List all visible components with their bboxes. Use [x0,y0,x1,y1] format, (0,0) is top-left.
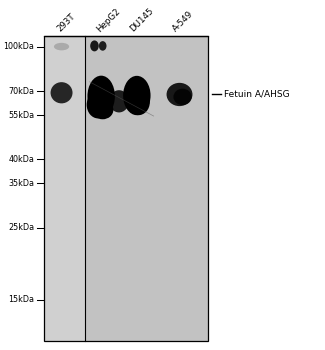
Ellipse shape [87,76,115,117]
Text: 35kDa: 35kDa [8,179,34,188]
Text: 55kDa: 55kDa [8,111,34,119]
Ellipse shape [54,43,69,50]
Ellipse shape [123,76,150,115]
Bar [44,36,208,341]
Ellipse shape [127,90,150,115]
Text: 70kDa: 70kDa [8,86,34,96]
Text: DU145: DU145 [128,6,156,34]
Ellipse shape [174,89,192,105]
Text: Fetuin A/AHSG: Fetuin A/AHSG [224,90,289,99]
Ellipse shape [90,41,99,51]
Bar [85,36,208,341]
Ellipse shape [99,41,107,51]
Ellipse shape [51,82,72,103]
Bar [44,36,85,341]
Text: 100kDa: 100kDa [3,42,34,51]
Text: A-549: A-549 [171,9,195,34]
Text: 25kDa: 25kDa [8,223,34,232]
Ellipse shape [92,100,113,119]
Text: 293T: 293T [55,12,77,34]
Text: 15kDa: 15kDa [8,295,34,304]
Text: HepG2: HepG2 [95,6,122,34]
Ellipse shape [87,91,110,118]
Ellipse shape [109,90,129,112]
Ellipse shape [166,83,192,106]
Text: 40kDa: 40kDa [8,155,34,164]
